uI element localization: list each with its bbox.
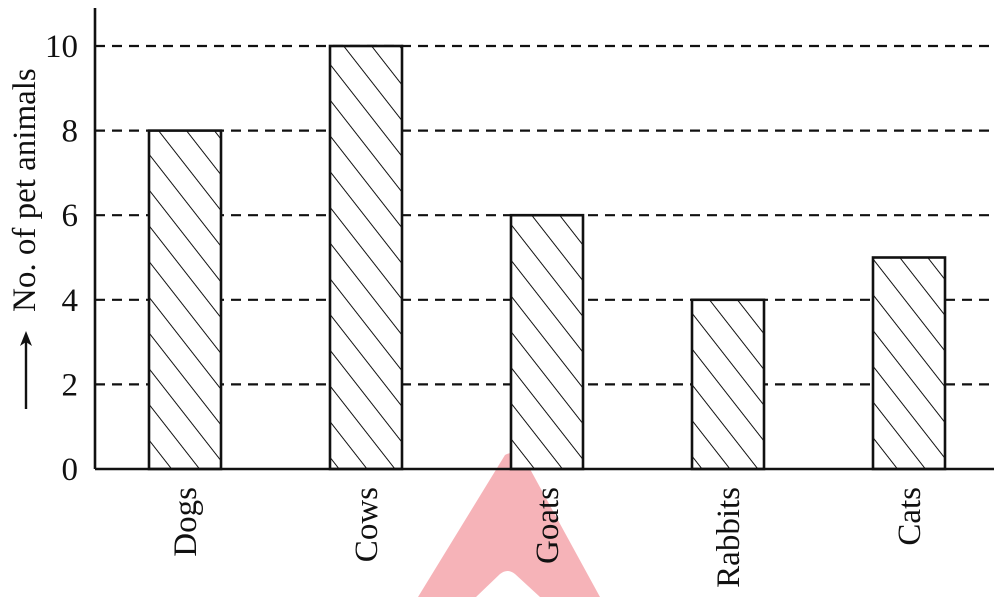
- y-tick-labels: 0 2 4 6 8 10: [45, 29, 78, 488]
- y-tick-label: 0: [62, 452, 79, 488]
- bar-cows: [328, 44, 404, 471]
- arrow-up-icon: [20, 331, 32, 409]
- bar-goats: [509, 213, 585, 471]
- category-label-goats: Goats: [530, 487, 566, 564]
- bars: [147, 44, 947, 471]
- y-tick-label: 4: [62, 283, 79, 319]
- y-tick-label: 10: [45, 29, 78, 65]
- category-labels: Dogs Cows Goats Rabbits Cats: [168, 487, 928, 588]
- y-tick-label: 6: [62, 198, 79, 234]
- y-axis-title-group: No. of pet animals: [7, 68, 43, 409]
- bar-cats: [871, 256, 947, 471]
- category-label-cows: Cows: [349, 487, 385, 562]
- bar-rabbits: [690, 298, 766, 471]
- category-label-cats: Cats: [892, 487, 928, 546]
- logo-a-watermark-icon: [418, 453, 600, 597]
- axes: [93, 8, 994, 471]
- category-label-rabbits: Rabbits: [711, 487, 747, 588]
- bar-dogs: [147, 129, 223, 471]
- y-tick-label: 2: [62, 367, 79, 403]
- category-label-dogs: Dogs: [168, 487, 204, 557]
- y-axis-title: No. of pet animals: [7, 68, 43, 312]
- y-tick-label: 8: [62, 114, 79, 150]
